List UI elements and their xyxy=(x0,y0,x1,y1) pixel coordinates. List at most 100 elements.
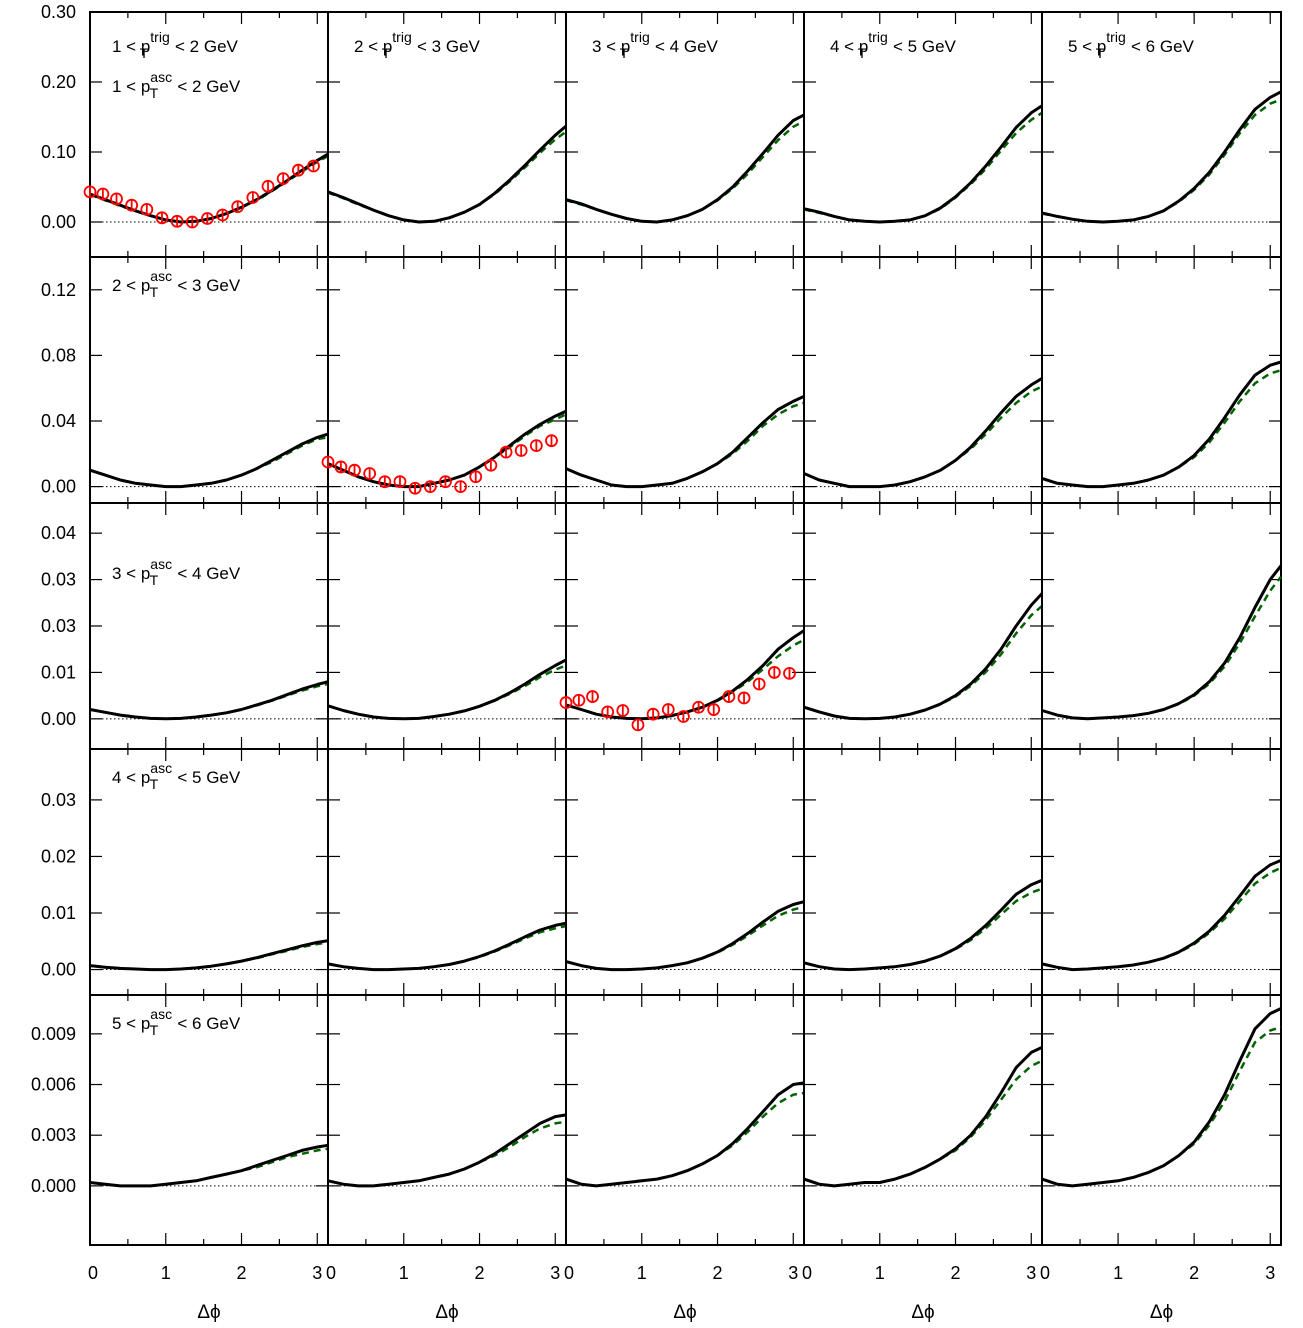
data-point xyxy=(307,159,320,173)
row-label-5-sup: asc xyxy=(150,1006,172,1022)
xtick-label: 3 xyxy=(788,1263,798,1283)
data-point xyxy=(469,470,483,484)
ytick-label-row5: 0.000 xyxy=(31,1176,76,1196)
solid-curve xyxy=(89,939,329,972)
xtick-label: 0 xyxy=(564,1263,574,1283)
row-label-2-sub: T xyxy=(150,284,159,300)
col-header-2-sub: T xyxy=(382,45,391,61)
panel-r2-c2 xyxy=(321,256,567,504)
row-label-1: 1 < pasc T < 2 GeV xyxy=(112,69,241,101)
col-header-2-sup: trig xyxy=(392,29,411,45)
row-label-3-sub: T xyxy=(150,572,159,588)
x-axis-title: Δϕ xyxy=(435,1302,458,1323)
row-label-4-pre: 4 < p xyxy=(112,768,150,787)
data-point xyxy=(231,200,245,214)
data-point xyxy=(321,455,335,469)
row-label-1-sub: T xyxy=(150,85,159,101)
col-header-3: 3 < ptrig T < 4 GeV xyxy=(592,29,719,61)
row-label-1-pre: 1 < p xyxy=(112,77,150,96)
x-axis-title: Δϕ xyxy=(197,1302,220,1323)
panel-r3-c2 xyxy=(327,502,567,750)
data-point xyxy=(484,458,498,472)
col-header-4-sub: T xyxy=(858,45,867,61)
data-point xyxy=(201,212,214,225)
dashed-curve xyxy=(327,924,567,971)
solid-curve xyxy=(803,377,1043,489)
panel-frame xyxy=(327,256,567,504)
panel-r1-c3: 3 < ptrig T < 4 GeV xyxy=(565,11,805,258)
panel-frame xyxy=(565,748,805,996)
dashed-curve xyxy=(565,905,805,971)
xtick-label: 0 xyxy=(1040,1263,1050,1283)
ytick-label-row2: 0.08 xyxy=(41,345,76,365)
dashed-curve xyxy=(803,605,1043,721)
row-label-4-sup: asc xyxy=(150,760,172,776)
data-point xyxy=(408,481,422,495)
data-point xyxy=(707,703,721,716)
col-header-5-sup: trig xyxy=(1106,29,1125,45)
data-point xyxy=(393,475,407,489)
panel-r4-c5 xyxy=(1041,748,1282,996)
solid-curve xyxy=(803,592,1044,721)
dashed-curve xyxy=(1041,98,1282,224)
xtick-label: 1 xyxy=(875,1263,885,1283)
xtick-label: 3 xyxy=(312,1263,322,1283)
data-point xyxy=(601,705,615,719)
data-point xyxy=(722,690,736,703)
panel-frame xyxy=(803,256,1043,504)
data-point xyxy=(631,718,645,732)
ytick-label-row2: 0.00 xyxy=(41,477,76,497)
xtick-label: 2 xyxy=(237,1263,247,1283)
panel-r2-c3 xyxy=(565,256,805,504)
solid-curve xyxy=(565,629,805,721)
data-point xyxy=(378,475,392,489)
col-header-3-post: < 4 GeV xyxy=(650,37,718,56)
dashed-curve xyxy=(1041,576,1282,721)
solid-curve xyxy=(89,432,329,489)
data-point xyxy=(586,690,599,703)
solid-curve xyxy=(327,658,567,721)
solid-curve xyxy=(89,152,329,224)
dashed-curve xyxy=(803,111,1043,224)
row-label-3: 3 < pasc T < 4 GeV xyxy=(112,556,241,588)
row-label-5: 5 < pasc T < 6 GeV xyxy=(112,1006,241,1038)
solid-curve xyxy=(89,1143,329,1188)
ytick-label-row1: 0.10 xyxy=(41,142,76,162)
panel-r4-c1: 4 < pasc T < 5 GeV xyxy=(89,748,329,996)
panel-r3-c1: 3 < pasc T < 4 GeV xyxy=(89,502,329,750)
data-point xyxy=(737,691,751,705)
col-header-3-sub: T xyxy=(620,45,629,61)
dashed-curve xyxy=(89,682,329,721)
col-header-3-pre: 3 < p xyxy=(592,37,630,56)
solid-curve xyxy=(1041,90,1282,224)
col-header-5-post: < 6 GeV xyxy=(1126,37,1194,56)
dashed-curve xyxy=(327,130,567,224)
solid-curve xyxy=(565,395,805,489)
col-header-2-post: < 3 GeV xyxy=(412,37,480,56)
x-axis-title: Δϕ xyxy=(911,1302,934,1323)
ytick-label-row1: 0.20 xyxy=(41,72,76,92)
row-label-1-sup: asc xyxy=(150,69,172,85)
col-header-3-sup: trig xyxy=(630,29,649,45)
col-header-2: 2 < ptrig T < 3 GeV xyxy=(354,29,481,61)
data-point xyxy=(454,480,467,494)
x-axis-title: Δϕ xyxy=(673,1302,696,1323)
row-label-4-post: < 5 GeV xyxy=(173,768,241,787)
panel-r5-c4 xyxy=(803,994,1043,1246)
col-header-2-pre: 2 < p xyxy=(354,37,392,56)
xtick-label: 0 xyxy=(88,1263,98,1283)
col-header-4-post: < 5 GeV xyxy=(888,37,956,56)
row-label-2-sup: asc xyxy=(150,268,172,284)
panel-r1-c4: 4 < ptrig T < 5 GeV xyxy=(803,11,1043,258)
data-point xyxy=(261,179,275,193)
ytick-label-row5: 0.009 xyxy=(31,1024,76,1044)
solid-curve xyxy=(1041,859,1282,972)
panel-frame xyxy=(1041,256,1282,504)
xtick-label: 1 xyxy=(637,1263,647,1283)
data-point xyxy=(514,444,528,457)
ytick-label-row2: 0.04 xyxy=(41,411,76,431)
col-header-1-pre: 1 < p xyxy=(112,37,150,56)
solid-curve xyxy=(327,124,567,224)
